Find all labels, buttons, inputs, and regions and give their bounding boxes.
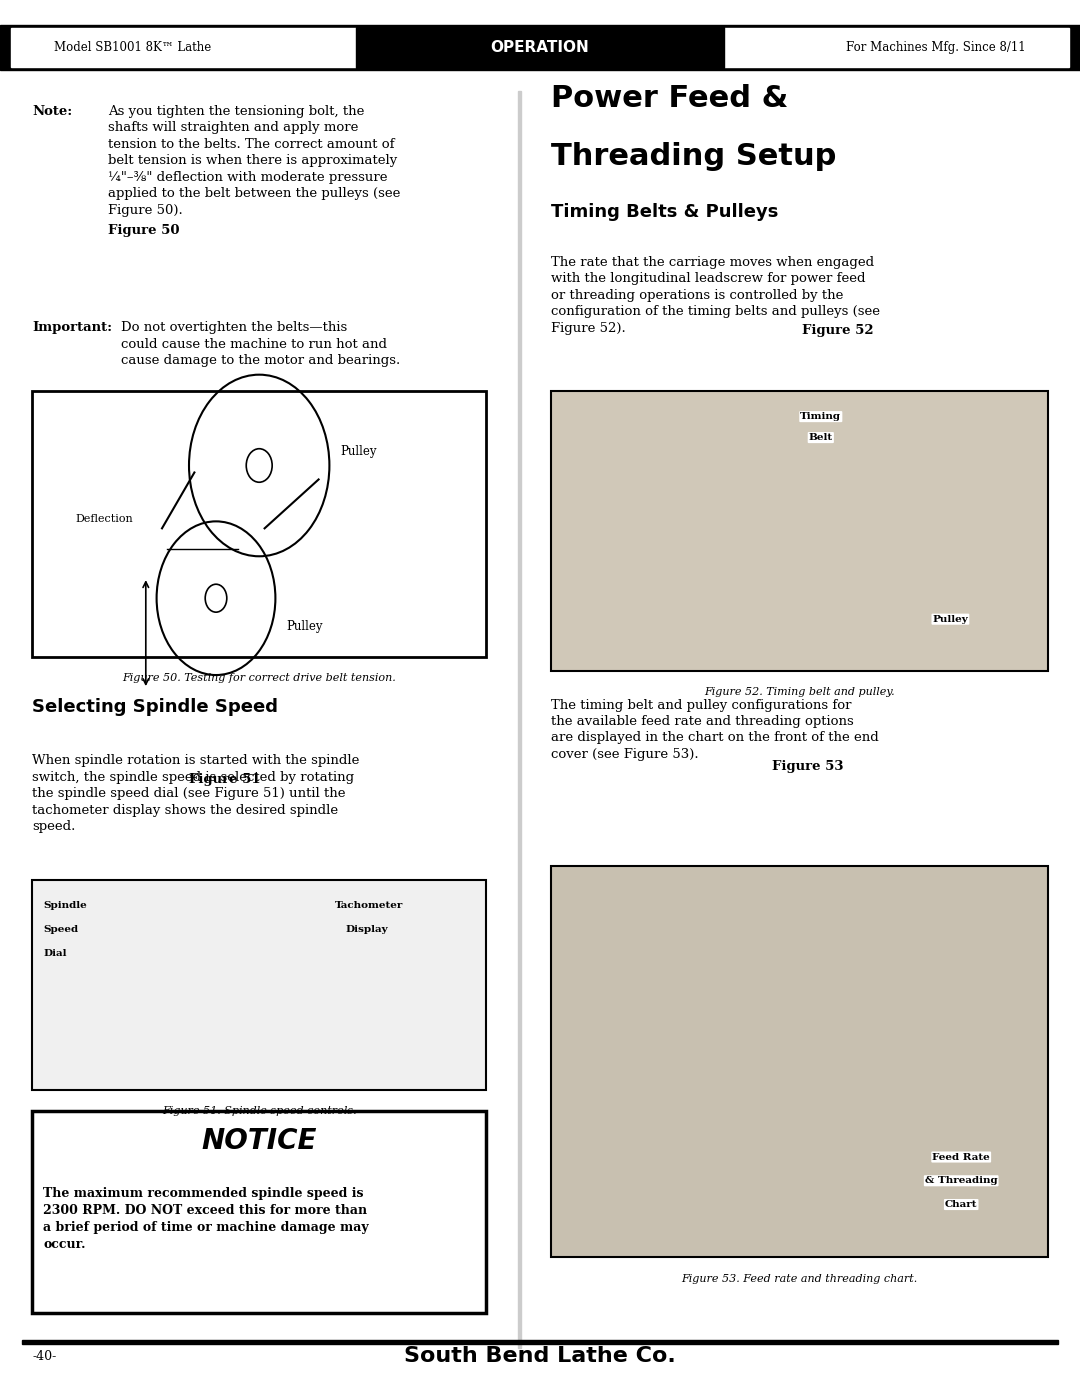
Text: Tachometer: Tachometer (335, 901, 403, 909)
Text: Figure 51. Spindle speed controls.: Figure 51. Spindle speed controls. (162, 1106, 356, 1116)
Text: Figure 52: Figure 52 (802, 324, 874, 337)
Text: The maximum recommended spindle speed is
2300 RPM. DO NOT exceed this for more t: The maximum recommended spindle speed is… (43, 1187, 369, 1252)
Bar (32, 880, 486, 1090)
Text: Pulley: Pulley (340, 446, 377, 458)
Text: Spindle: Spindle (43, 901, 87, 909)
Text: NOTICE: NOTICE (202, 1127, 316, 1155)
Bar (518, 91, 521, 1348)
Text: Display: Display (346, 925, 388, 933)
Text: Figure 51: Figure 51 (189, 773, 260, 785)
Text: Speed: Speed (43, 925, 79, 933)
Text: The rate that the carriage moves when engaged
with the longitudinal leadscrew fo: The rate that the carriage moves when en… (551, 256, 880, 335)
Text: Chart: Chart (945, 1200, 977, 1208)
Text: Model SB1001 8K™ Lathe: Model SB1001 8K™ Lathe (54, 41, 212, 54)
Bar (356, 27, 724, 68)
Bar (551, 866, 1048, 1257)
Text: Figure 52. Timing belt and pulley.: Figure 52. Timing belt and pulley. (704, 687, 894, 697)
Text: When spindle rotation is started with the spindle
switch, the spindle speed is s: When spindle rotation is started with th… (32, 754, 360, 834)
Text: Do not overtighten the belts—this
could cause the machine to run hot and
cause d: Do not overtighten the belts—this could … (121, 321, 401, 367)
Bar (22, 1340, 1058, 1344)
Text: Timing: Timing (800, 412, 841, 420)
Text: Pulley: Pulley (932, 615, 969, 623)
Text: OPERATION: OPERATION (490, 41, 590, 54)
Text: South Bend Lathe Co.: South Bend Lathe Co. (404, 1347, 676, 1366)
Text: Important:: Important: (32, 321, 112, 334)
Text: Threading Setup: Threading Setup (551, 142, 836, 172)
Text: The timing belt and pulley configurations for
the available feed rate and thread: The timing belt and pulley configuration… (551, 698, 878, 761)
Text: As you tighten the tensioning bolt, the
shafts will straighten and apply more
te: As you tighten the tensioning bolt, the … (108, 105, 401, 217)
Bar (32, 391, 486, 657)
Text: & Threading: & Threading (924, 1176, 998, 1185)
Text: Figure 53: Figure 53 (772, 760, 843, 773)
Text: Belt: Belt (809, 433, 833, 441)
Text: Note:: Note: (32, 105, 72, 117)
Text: Pulley: Pulley (286, 620, 323, 633)
Text: Timing Belts & Pulleys: Timing Belts & Pulleys (551, 203, 779, 221)
Bar (32, 1111, 486, 1313)
Text: For Machines Mfg. Since 8/11: For Machines Mfg. Since 8/11 (847, 41, 1026, 54)
Bar (0, 25, 1080, 70)
Text: Figure 50. Testing for correct drive belt tension.: Figure 50. Testing for correct drive bel… (122, 673, 396, 683)
Bar (551, 391, 1048, 671)
Text: Feed Rate: Feed Rate (932, 1153, 990, 1161)
Text: Power Feed &: Power Feed & (551, 84, 788, 113)
Text: Dial: Dial (43, 949, 67, 957)
Text: -40-: -40- (32, 1350, 56, 1363)
Bar (11, 28, 1069, 67)
Text: Deflection: Deflection (76, 514, 133, 524)
Text: Figure 53. Feed rate and threading chart.: Figure 53. Feed rate and threading chart… (681, 1274, 917, 1284)
Text: Figure 50: Figure 50 (108, 224, 179, 236)
Text: Selecting Spindle Speed: Selecting Spindle Speed (32, 698, 279, 717)
